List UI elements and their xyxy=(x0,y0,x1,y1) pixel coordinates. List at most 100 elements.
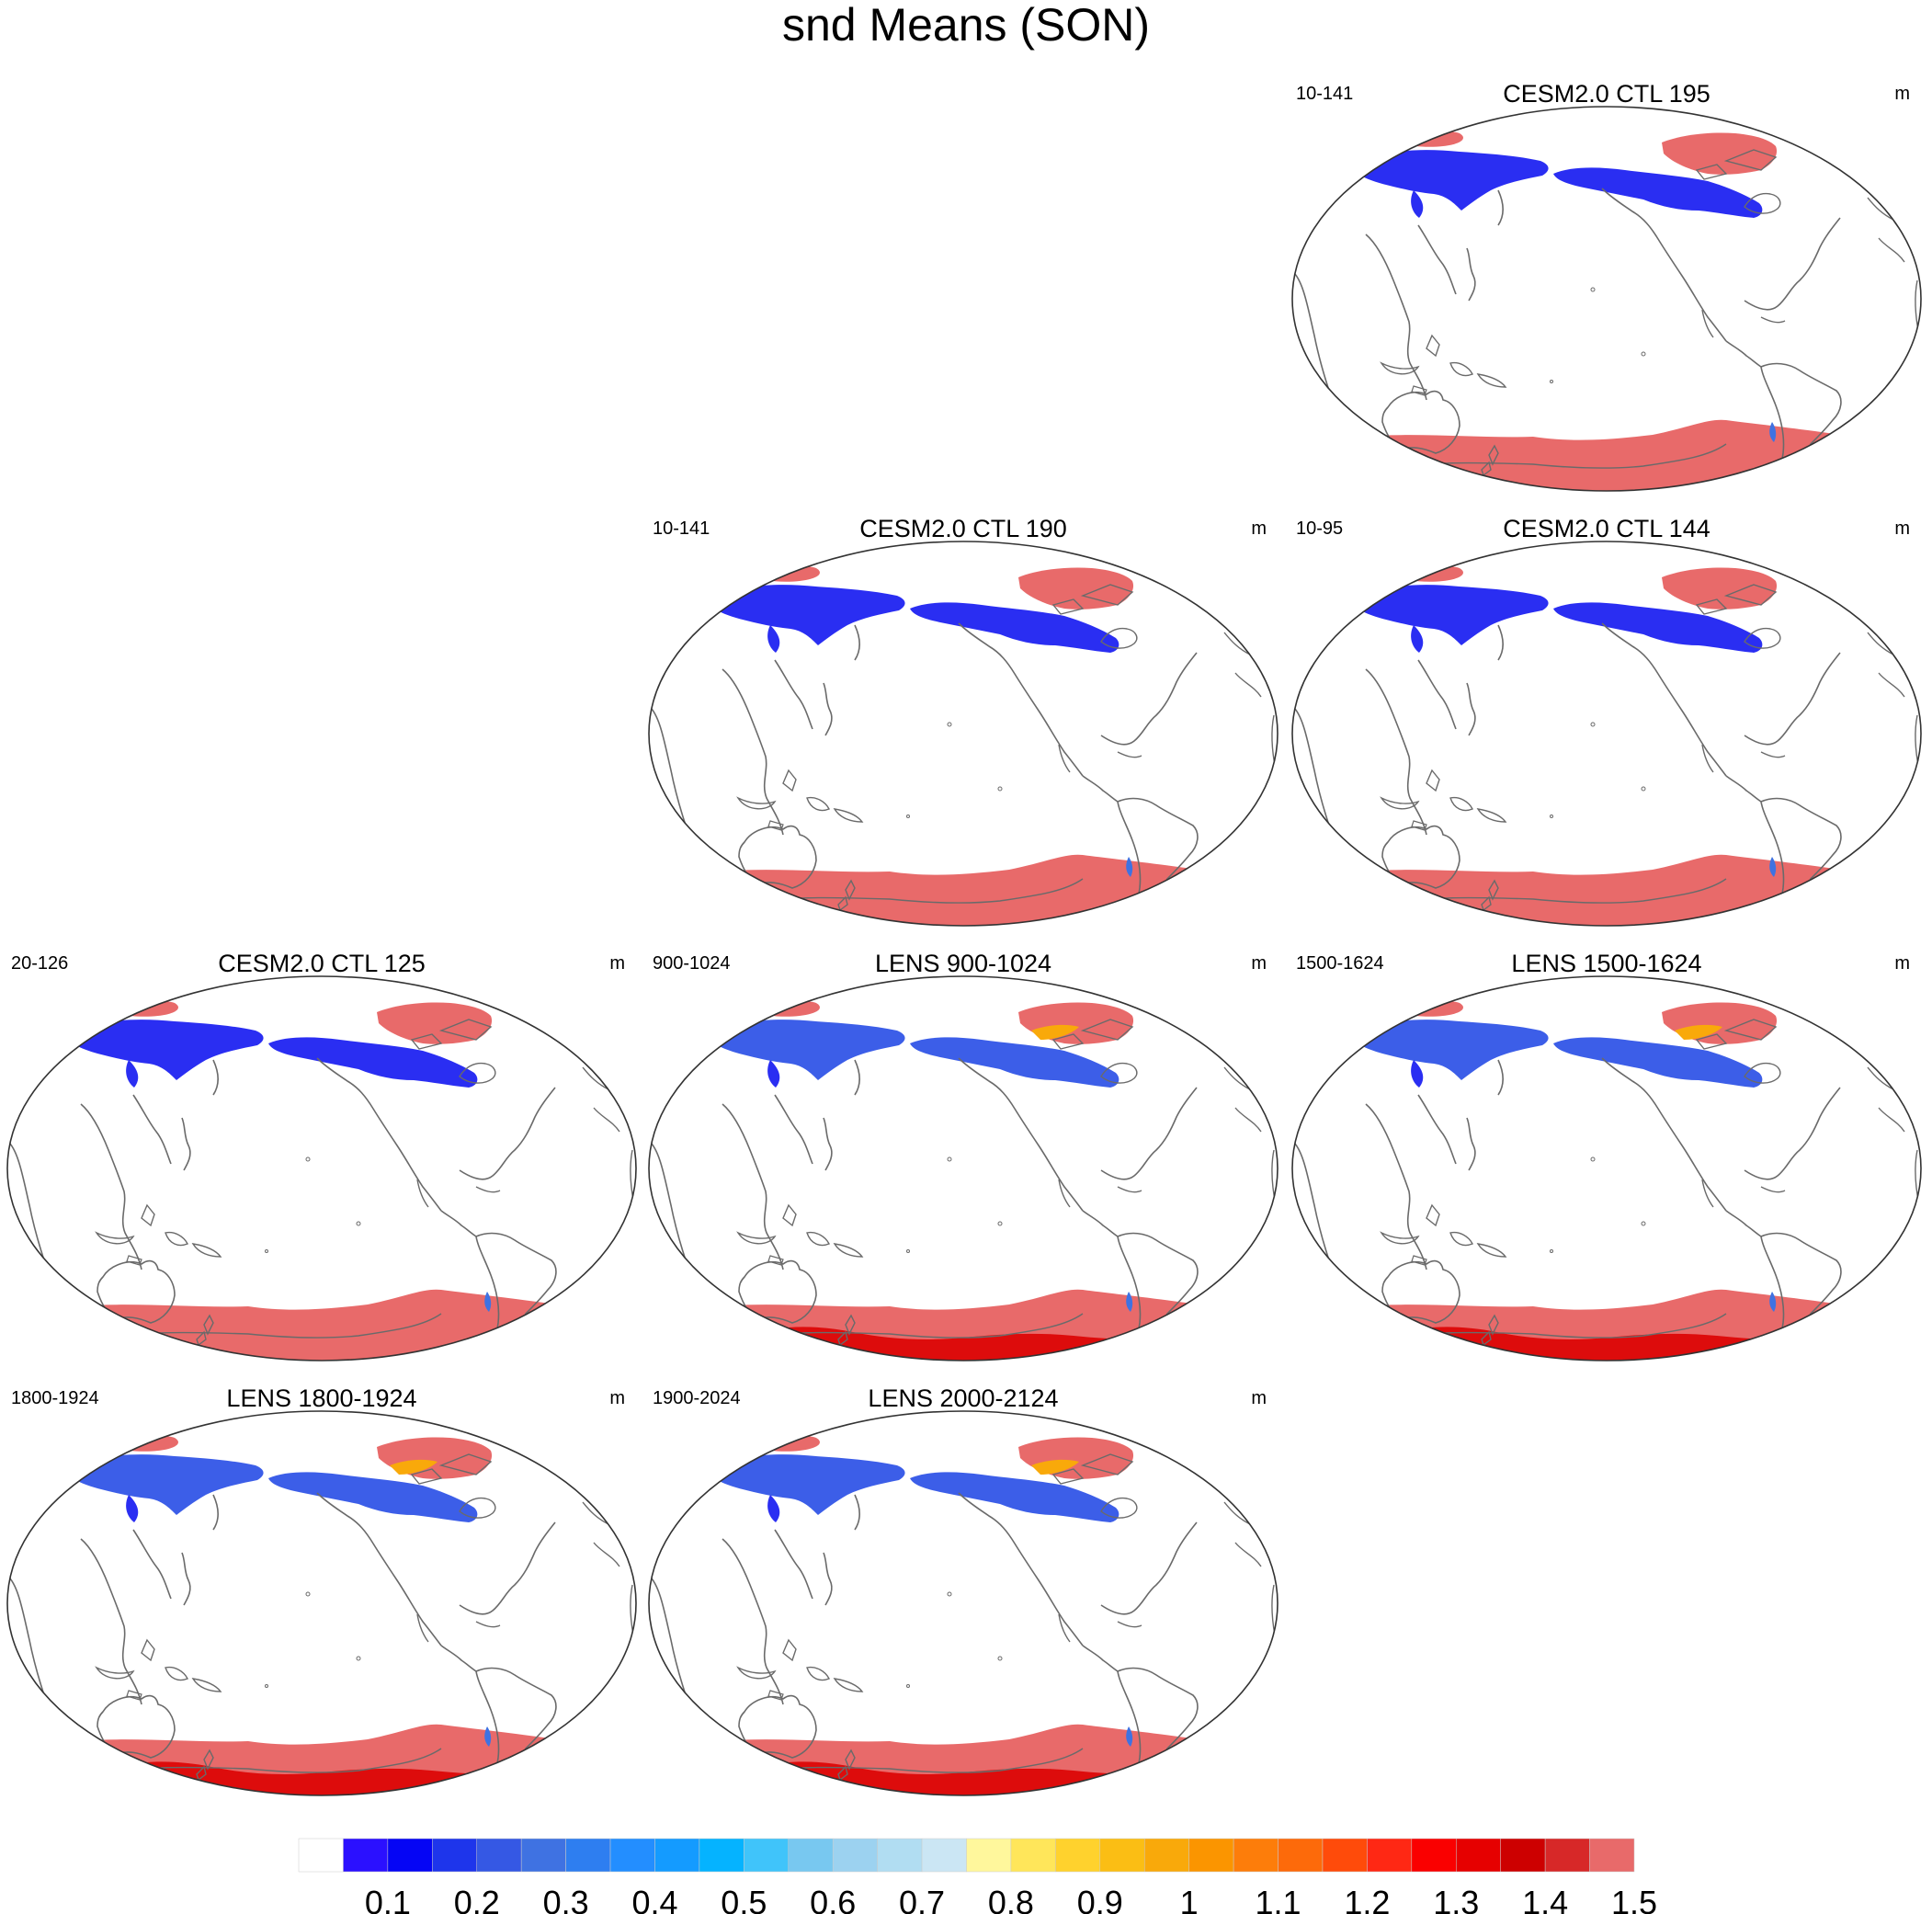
colorbar-swatch xyxy=(877,1838,923,1873)
map-body xyxy=(1292,976,1921,1361)
north-america-snow-region xyxy=(268,1472,478,1522)
arctic-island-snow xyxy=(110,999,178,1017)
colorbar-swatch xyxy=(609,1838,655,1873)
snow-transition-patch xyxy=(390,1459,438,1475)
antarctica-snow-region xyxy=(706,854,1221,926)
patagonia-snow-patch xyxy=(1126,1292,1133,1312)
colorbar-swatch xyxy=(1010,1838,1056,1873)
snow-transition-patch xyxy=(1031,1024,1079,1040)
colorbar-swatch xyxy=(1367,1838,1413,1873)
map-background xyxy=(1292,976,1921,1361)
panel-years-label: 900-1024 xyxy=(653,953,731,974)
asia-snow-patch xyxy=(126,1495,139,1522)
arctic-island-snow xyxy=(752,999,820,1017)
map-panel: CESM2.0 CTL 190 10-141 m xyxy=(648,515,1279,927)
colorbar-swatch xyxy=(520,1838,566,1873)
colorbar-swatch xyxy=(1143,1838,1189,1873)
colorbar-tick-label: 0.5 xyxy=(721,1884,767,1914)
colorbar-swatch xyxy=(1411,1838,1457,1873)
figure-title: snd Means (SON) xyxy=(782,0,1150,51)
colorbar-swatch xyxy=(387,1838,433,1873)
greenland-snow-region xyxy=(1018,567,1134,610)
colorbar-tick-label: 1 xyxy=(1180,1884,1199,1914)
eurasia-snow-region xyxy=(710,585,905,645)
panel-units-label: m xyxy=(1251,953,1267,974)
panel-years-label: 10-95 xyxy=(1296,518,1343,539)
colorbar-swatch xyxy=(565,1838,611,1873)
panel-years-label: 10-141 xyxy=(653,518,710,539)
colorbar-swatch xyxy=(788,1838,834,1873)
colorbar-swatch xyxy=(298,1838,344,1873)
map-panel: LENS 1800-1924 1800-1924 m xyxy=(6,1384,637,1796)
colorbar-swatch xyxy=(1055,1838,1101,1873)
panel-title: LENS 2000-2124 xyxy=(868,1384,1058,1412)
colorbar-swatch xyxy=(1278,1838,1324,1873)
map-panel: LENS 900-1024 900-1024 m xyxy=(648,950,1279,1361)
panel-title: CESM2.0 CTL 144 xyxy=(1503,515,1710,542)
colorbar-tick-label: 0.8 xyxy=(988,1884,1034,1914)
panel-units-label: m xyxy=(1251,518,1267,539)
north-america-snow-region xyxy=(910,1037,1119,1088)
north-america-snow-region xyxy=(910,602,1119,653)
eurasia-snow-region xyxy=(1353,1020,1549,1080)
colorbar-swatch xyxy=(1099,1838,1145,1873)
colorbar-swatch xyxy=(1456,1838,1501,1873)
north-america-snow-region xyxy=(910,1472,1119,1522)
panel-title: LENS 1800-1924 xyxy=(226,1384,416,1412)
europe-snow-patch xyxy=(1844,590,1860,604)
map-outline xyxy=(6,1410,637,1796)
map-outline xyxy=(1291,106,1922,492)
colorbar-tick-label: 0.7 xyxy=(899,1884,945,1914)
map-outline xyxy=(648,1410,1279,1796)
colorbar-tick-label: 0.1 xyxy=(365,1884,411,1914)
colorbar-swatch xyxy=(343,1838,389,1873)
map-outline xyxy=(1291,541,1922,927)
map-panel: LENS 1500-1624 1500-1624 m xyxy=(1291,950,1922,1361)
snow-transition-patch xyxy=(1675,1024,1722,1040)
greenland-snow-region xyxy=(1662,567,1778,610)
map-panel: CESM2.0 CTL 125 20-126 m xyxy=(6,950,637,1361)
eurasia-snow-region xyxy=(1353,150,1549,211)
patagonia-snow-patch xyxy=(484,1292,492,1312)
map-body xyxy=(649,976,1278,1361)
patagonia-snow-patch xyxy=(1769,422,1777,442)
greenland-snow-region xyxy=(1662,132,1778,175)
patagonia-snow-patch xyxy=(484,1726,492,1747)
map-body xyxy=(649,1411,1278,1795)
colorbar-swatch xyxy=(1188,1838,1234,1873)
map-outline xyxy=(648,975,1279,1361)
colorbar-swatch xyxy=(476,1838,522,1873)
map-background xyxy=(1292,107,1921,491)
asia-snow-patch xyxy=(1411,190,1424,218)
colorbar-tick-label: 0.3 xyxy=(543,1884,589,1914)
colorbar-tick-label: 1.4 xyxy=(1522,1884,1568,1914)
eurasia-snow-region xyxy=(68,1020,264,1080)
map-outline xyxy=(1291,975,1922,1361)
map-panel: LENS 2000-2124 1900-2024 m xyxy=(648,1384,1279,1796)
arctic-island-snow xyxy=(1395,564,1463,582)
patagonia-snow-patch xyxy=(1769,857,1777,877)
arctic-island-snow xyxy=(110,1434,178,1452)
europe-snow-patch xyxy=(1844,1025,1860,1039)
panel-title: LENS 900-1024 xyxy=(875,950,1051,977)
eurasia-snow-region xyxy=(1353,585,1549,645)
greenland-snow-region xyxy=(377,1002,493,1044)
map-outline xyxy=(648,541,1279,927)
asia-snow-patch xyxy=(126,1060,139,1088)
snow-transition-patch xyxy=(1031,1459,1079,1475)
europe-snow-patch xyxy=(559,1025,575,1039)
patagonia-snow-patch xyxy=(1126,1726,1133,1747)
colorbar-swatch xyxy=(1500,1838,1546,1873)
eurasia-snow-region xyxy=(710,1020,905,1080)
map-body xyxy=(1292,541,1921,926)
map-panel: CESM2.0 CTL 144 10-95 m xyxy=(1291,515,1922,927)
map-body xyxy=(649,541,1278,926)
colorbar-swatch xyxy=(966,1838,1012,1873)
map-outline xyxy=(6,975,637,1361)
map-background xyxy=(649,1411,1278,1795)
panel-title: CESM2.0 CTL 195 xyxy=(1503,80,1710,108)
map-panel: CESM2.0 CTL 195 10-141 m xyxy=(1291,80,1922,492)
panel-years-label: 1900-2024 xyxy=(653,1388,741,1408)
colorbar-swatch xyxy=(921,1838,967,1873)
map-background xyxy=(649,541,1278,926)
